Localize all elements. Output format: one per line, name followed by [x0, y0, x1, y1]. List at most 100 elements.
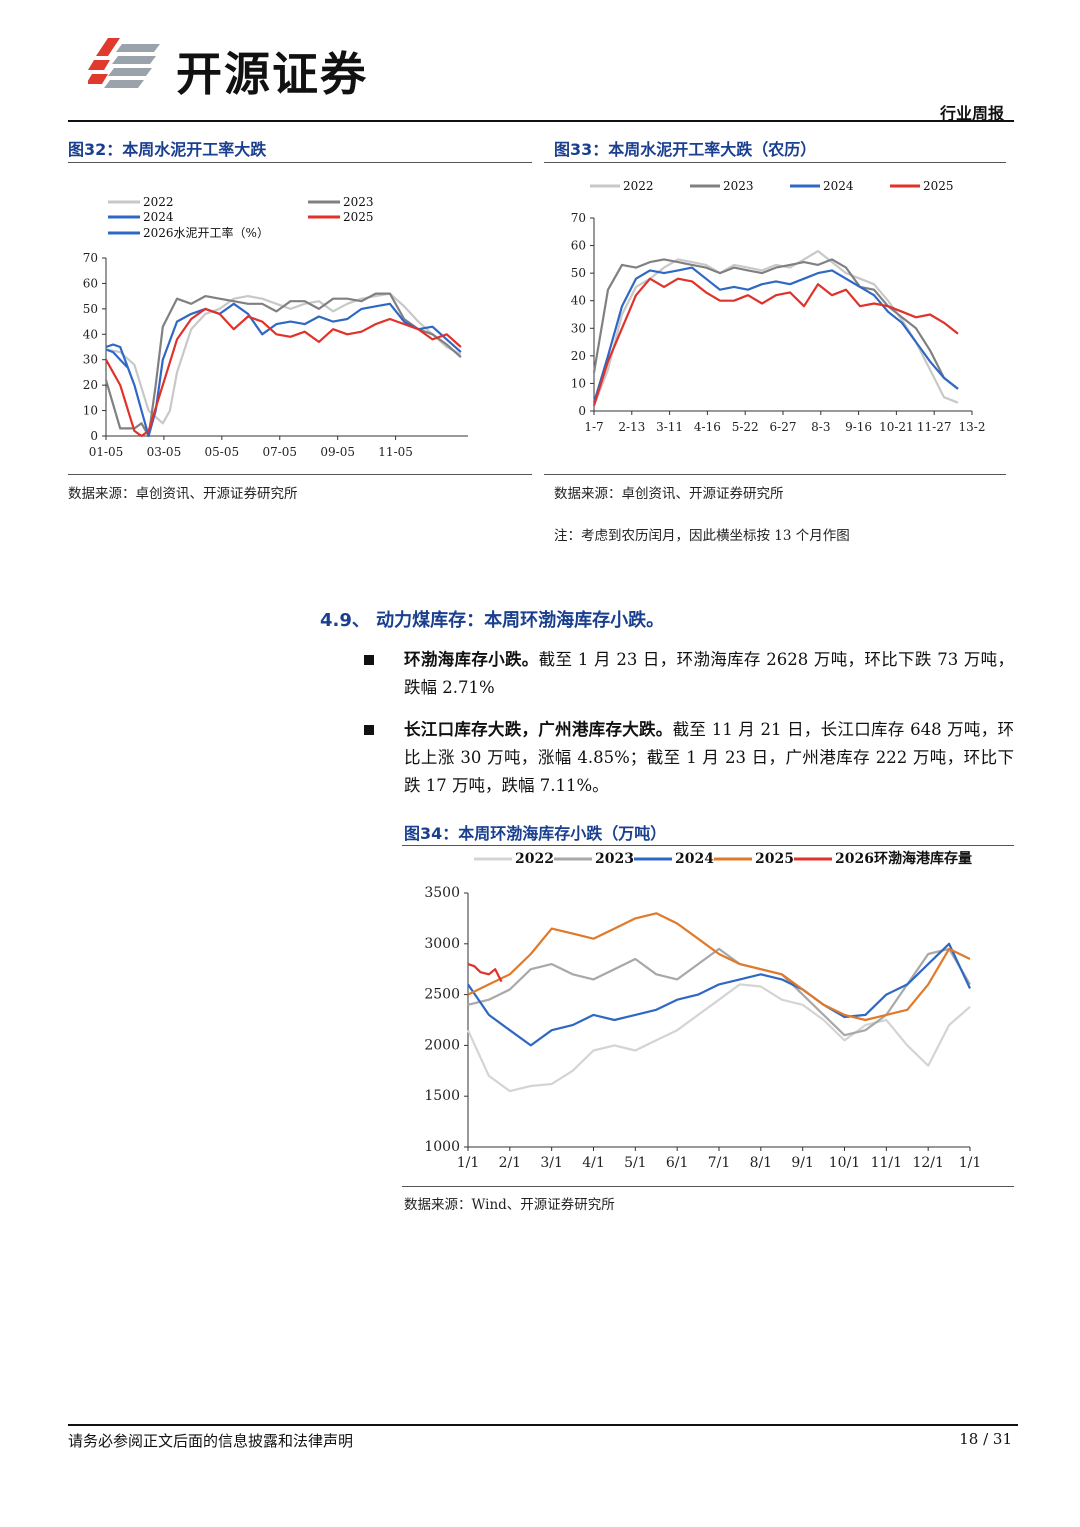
- x-tick-label: 5/1: [624, 1155, 647, 1171]
- x-tick-label: 10/1: [829, 1155, 860, 1171]
- fig32-bottom-rule: [68, 474, 532, 475]
- y-tick-label: 50: [83, 302, 98, 316]
- y-tick-label: 40: [571, 294, 586, 308]
- header-rule: [68, 120, 1014, 122]
- series-line-2025: [105, 307, 462, 438]
- bullet-changjiang-text: 截至 11 月 21 日，长江口库存 648 万吨，环比上涨 30 万吨，涨幅 …: [404, 720, 1014, 795]
- series-line-2025: [592, 277, 959, 406]
- fig33-title: 图33：本周水泥开工率大跌（农历）: [554, 140, 817, 159]
- x-tick-label: 12/1: [912, 1155, 943, 1171]
- y-tick-label: 1000: [424, 1139, 460, 1155]
- x-tick-label: 4/1: [582, 1155, 605, 1171]
- series-line-2022: [105, 292, 462, 425]
- x-tick-label: 8-3: [811, 420, 830, 434]
- series-line-2024: [105, 302, 462, 438]
- y-tick-label: 60: [83, 276, 98, 290]
- fig32-top-rule: [68, 162, 532, 163]
- fig33-bottom-rule: [544, 474, 1006, 475]
- x-tick-label: 3-11: [656, 420, 683, 434]
- bullet-changjiang: 长江口库存大跌，广州港库存大跌。截至 11 月 21 日，长江口库存 648 万…: [404, 716, 1014, 800]
- x-tick-label: 03-05: [147, 445, 182, 459]
- y-tick-label: 0: [578, 404, 586, 418]
- legend-label: 2022: [143, 195, 174, 209]
- y-tick-label: 2500: [424, 987, 460, 1003]
- x-tick-label: 10-21: [879, 420, 914, 434]
- legend-label: 2023: [595, 851, 634, 867]
- x-tick-label: 2/1: [499, 1155, 522, 1171]
- bullet-bohai-text: 截至 1 月 23 日，环渤海库存 2628 万吨，环比下跌 73 万吨，跌幅 …: [404, 650, 1014, 697]
- x-tick-label: 9-16: [845, 420, 872, 434]
- x-tick-label: 6/1: [666, 1155, 689, 1171]
- series-line-2023: [104, 292, 462, 438]
- series-line-2022: [592, 249, 959, 406]
- legend-label: 2023: [723, 179, 754, 193]
- legend-label: 2026水泥开工率（%）: [143, 225, 269, 240]
- legend-label: 2025: [343, 210, 374, 224]
- x-tick-label: 1-7: [584, 420, 603, 434]
- series-line-2023: [592, 258, 959, 390]
- y-tick-label: 3500: [424, 885, 460, 901]
- fig33-chart: 0 10 20 30 40 50 60 70 1-7 2-13 3-11 4-16 5-22 6-27 8-…: [571, 179, 986, 434]
- legend-label: 2025: [755, 851, 794, 867]
- bullet-bohai-heading: 环渤海库存小跌。: [404, 650, 539, 669]
- legend-label: 2024: [143, 210, 174, 224]
- x-tick-label: 09-05: [320, 445, 355, 459]
- x-tick-label: 9/1: [791, 1155, 814, 1171]
- y-tick-label: 30: [571, 321, 586, 335]
- legend-label: 2024: [675, 851, 714, 867]
- fig32-chart: 0 10 20 30 40 50 60 70 01-05 03-05 05-05 07-05 09-05…: [83, 195, 468, 459]
- x-tick-label: 11-05: [378, 445, 413, 459]
- section-title: 4.9、 动力煤库存：本周环渤海库存小跌。: [320, 610, 665, 631]
- x-tick-label: 8/1: [750, 1155, 773, 1171]
- series-line-2026水泥开工率（%）: [105, 348, 129, 369]
- series-line-2024: [592, 266, 959, 404]
- footer-rule: [68, 1424, 1018, 1426]
- legend-label: 2024: [823, 179, 854, 193]
- x-tick-label: 5-22: [732, 420, 759, 434]
- brand-logo: [86, 34, 162, 96]
- fig34-source: 数据来源：Wind、开源证券研究所: [404, 1197, 615, 1213]
- y-tick-label: 30: [83, 353, 98, 367]
- legend-label: 2026环渤海港库存量: [835, 850, 972, 867]
- y-tick-label: 20: [571, 349, 586, 363]
- x-tick-label: 07-05: [262, 445, 297, 459]
- fig32-source: 数据来源：卓创资讯、开源证券研究所: [68, 486, 298, 502]
- y-tick-label: 50: [571, 266, 586, 280]
- x-tick-label: 4-16: [694, 420, 721, 434]
- y-tick-label: 20: [83, 378, 98, 392]
- series-line-2024: [467, 942, 971, 1047]
- bullet-marker: [364, 655, 374, 665]
- y-tick-label: 2000: [424, 1037, 460, 1053]
- x-tick-label: 01-05: [89, 445, 124, 459]
- page-number: 18 / 31: [959, 1430, 1012, 1448]
- legend-label: 2022: [623, 179, 654, 193]
- y-tick-label: 10: [571, 376, 586, 390]
- y-tick-label: 70: [83, 251, 98, 265]
- x-tick-label: 05-05: [205, 445, 240, 459]
- y-tick-label: 10: [83, 404, 98, 418]
- series-line-2023: [467, 947, 971, 1037]
- x-tick-label: 13-2: [959, 420, 986, 434]
- x-tick-label: 3/1: [540, 1155, 563, 1171]
- legend-label: 2025: [923, 179, 954, 193]
- fig33-source: 数据来源：卓创资讯、开源证券研究所: [554, 486, 784, 502]
- x-tick-label: 1/1: [959, 1155, 982, 1171]
- bullet-changjiang-heading: 长江口库存大跌，广州港库存大跌。: [404, 720, 673, 739]
- y-tick-label: 3000: [424, 936, 460, 952]
- fig32-title: 图32：本周水泥开工率大跌: [68, 140, 267, 159]
- series-line-2026环渤海港库存量: [467, 963, 503, 983]
- fig34-chart: 1000 1500 2000 2500 3000 3500 1/1 2/1 3/1 4/1 5/1 6…: [424, 850, 982, 1171]
- x-tick-label: 7/1: [708, 1155, 731, 1171]
- y-tick-label: 70: [571, 211, 586, 225]
- fig33-top-rule: [544, 162, 1006, 163]
- series-line-2025: [467, 912, 971, 1022]
- y-tick-label: 60: [571, 239, 586, 253]
- series-line-2022: [466, 983, 971, 1093]
- bullet-bohai: 环渤海库存小跌。截至 1 月 23 日，环渤海库存 2628 万吨，环比下跌 7…: [404, 646, 1014, 702]
- brand-logo-icon: [86, 38, 160, 88]
- y-tick-label: 0: [90, 429, 98, 443]
- fig34-top-rule: [402, 845, 1014, 846]
- fig34-title: 图34：本周环渤海库存小跌（万吨）: [404, 824, 667, 843]
- x-tick-label: 1/1: [457, 1155, 480, 1171]
- brand-name: 开源证券: [176, 47, 368, 101]
